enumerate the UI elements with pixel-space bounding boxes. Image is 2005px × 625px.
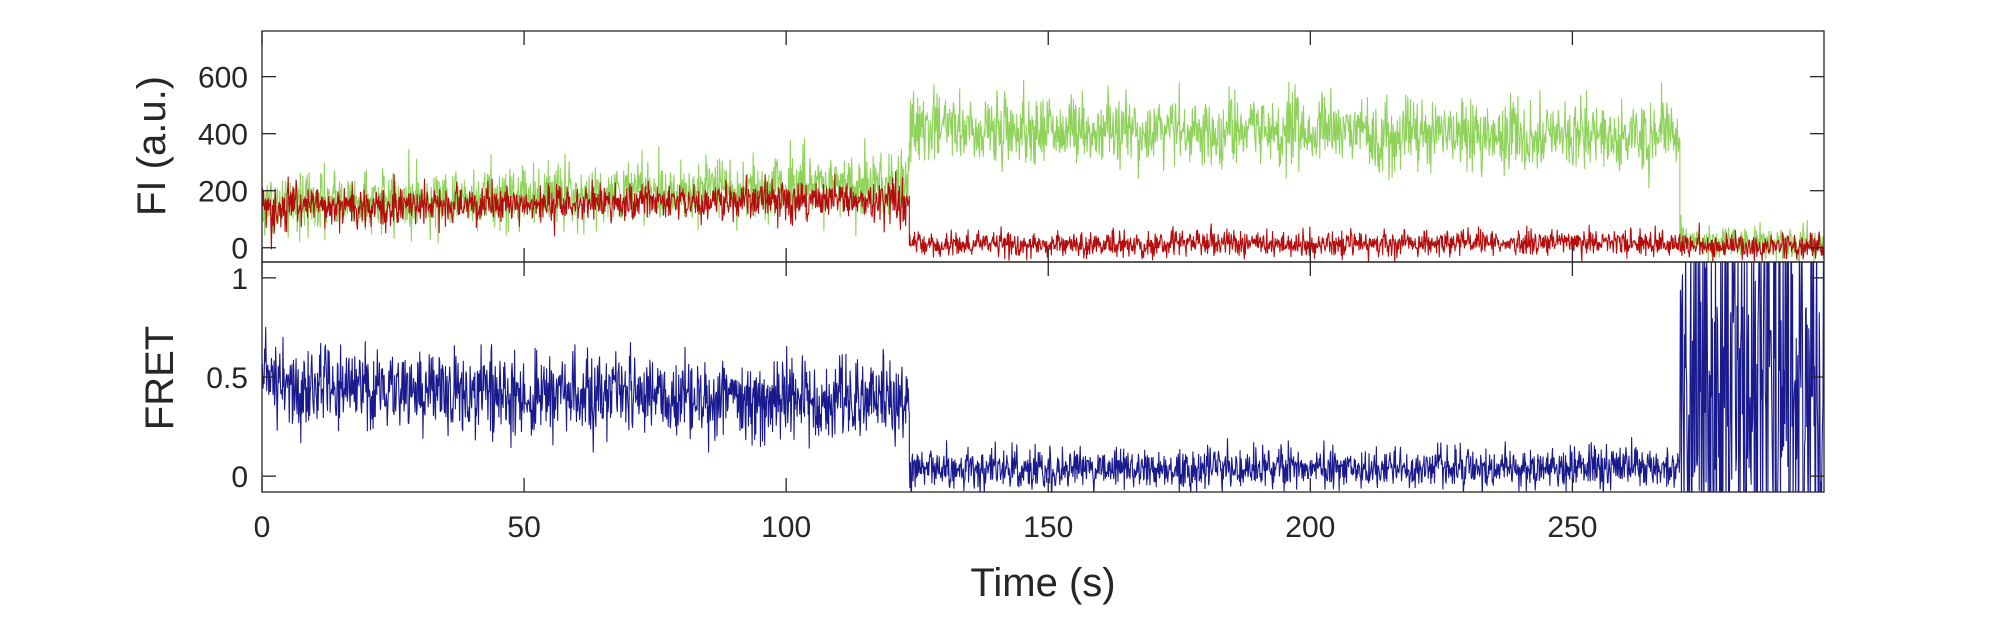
fret-panel: 00.51 0 50 100 150 200 250 FRET Time (s) — [138, 31, 1825, 605]
x-tick-label: 250 — [1547, 511, 1597, 544]
intensity-series-2-line — [262, 171, 1824, 262]
time-x-ticks: 0 50 100 150 200 250 — [254, 31, 1597, 544]
intensity-y-ticks: 0 200 400 600 — [198, 62, 1824, 266]
intensity-y-tick-label: 400 — [198, 119, 248, 152]
fret-y-tick-label: 0.5 — [206, 362, 248, 395]
intensity-series-1-line — [262, 80, 1824, 262]
intensity-y-axis-label: FI (a.u.) — [130, 76, 174, 216]
intensity-y-tick-label: 0 — [231, 233, 248, 266]
fret-y-ticks: 00.51 — [206, 263, 1824, 494]
x-tick-label: 100 — [761, 511, 811, 544]
x-tick-label: 150 — [1023, 511, 1073, 544]
intensity-panel: 0 200 400 600 FI (a.u.) — [130, 30, 1825, 266]
intensity-plot-area — [262, 80, 1824, 262]
x-tick-label: 200 — [1285, 511, 1335, 544]
x-tick-label: 0 — [254, 511, 271, 544]
intensity-y-tick-label: 200 — [198, 176, 248, 209]
fret-y-tick-label: 1 — [231, 263, 248, 296]
fret-plot-area — [262, 262, 1824, 492]
x-tick-label: 50 — [507, 511, 540, 544]
fret-series-1-line — [262, 262, 1824, 492]
fret-y-tick-label: 0 — [231, 461, 248, 494]
fret-y-axis-label: FRET — [138, 326, 182, 430]
time-x-axis-label: Time (s) — [970, 561, 1115, 605]
intensity-y-tick-label: 600 — [198, 62, 248, 95]
